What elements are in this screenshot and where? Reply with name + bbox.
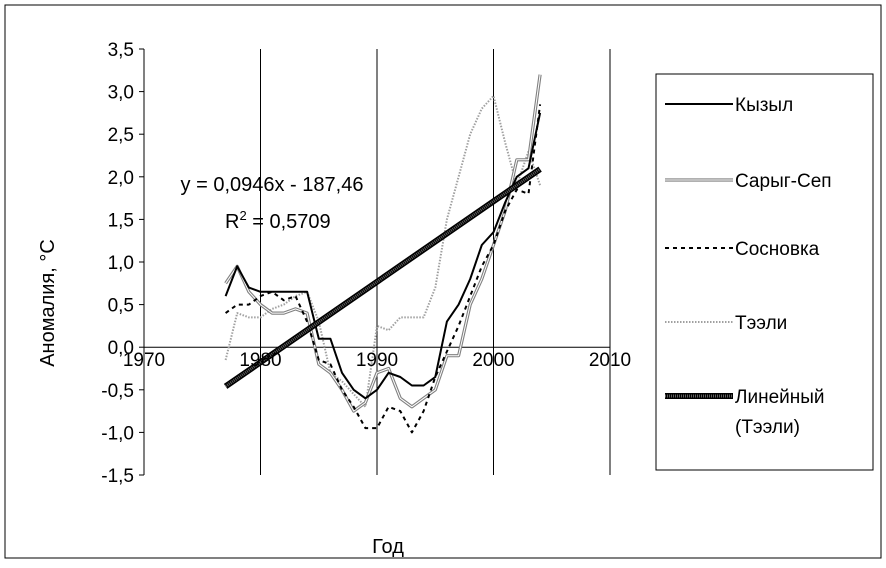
y-tick-label: -1,5 — [101, 466, 134, 487]
y-tick-label: 1,0 — [108, 253, 134, 274]
x-tick-label: 1970 — [123, 350, 165, 371]
tick-labels: -1,5 -1,0 -0,5 0,0 0,5 1,0 1,5 2,0 2,5 3,0 3,5 1970… — [101, 40, 631, 487]
x-tick-label: 2010 — [589, 350, 631, 371]
grid-lines — [260, 49, 611, 475]
legend-label: Сосновка — [735, 239, 820, 260]
series-line-4 — [224, 167, 541, 388]
series-line-1 — [225, 74, 541, 412]
legend-label: Линейный — [735, 387, 825, 408]
r-squared-superscript: 2 — [239, 208, 246, 223]
y-tick-label: 0,0 — [108, 338, 134, 359]
legend-label: (Тээли) — [735, 417, 800, 438]
x-tick-label: 1980 — [239, 350, 281, 371]
y-tick-label: 3,0 — [108, 83, 134, 104]
legend: Кызыл Сарыг-Сеп Сосновка Тээли Линейный (Тээл… — [655, 73, 874, 471]
legend-label: Сарыг-Сеп — [735, 171, 832, 192]
y-tick-label: 1,5 — [108, 210, 134, 231]
r-squared-prefix: R — [225, 211, 239, 233]
trend-equation: y = 0,0946x - 187,46 — [181, 174, 364, 196]
axes — [139, 48, 611, 476]
legend-label: Тээли — [735, 313, 787, 334]
y-tick-label: -1,0 — [101, 423, 134, 444]
legend-label: Кызыл — [735, 95, 793, 116]
y-tick-label: -0,5 — [101, 381, 134, 402]
x-tick-label: 2000 — [472, 350, 514, 371]
y-tick-label: 0,5 — [108, 296, 134, 317]
series-lines — [223, 74, 542, 434]
trend-r-squared: R2 = 0,5709 — [225, 208, 331, 233]
y-axis-title: Аномалия, °C — [37, 239, 59, 367]
x-axis-title: Год — [372, 536, 404, 558]
y-tick-label: 2,5 — [108, 125, 134, 146]
y-tick-label: 3,5 — [108, 40, 134, 61]
x-tick-label: 1990 — [356, 350, 398, 371]
y-tick-label: 2,0 — [108, 168, 134, 189]
r-squared-value: = 0,5709 — [247, 211, 331, 233]
legend-box — [655, 73, 874, 471]
series-line-0 — [224, 112, 542, 400]
series-line-2 — [225, 104, 542, 434]
